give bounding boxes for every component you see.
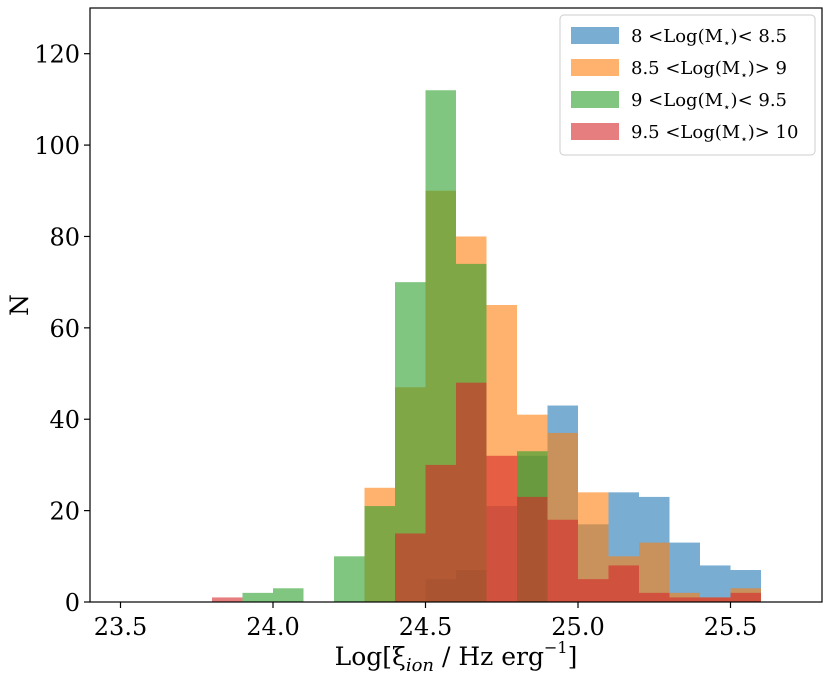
legend-label: 8.5 <Log(M⋆)> 9: [631, 58, 787, 82]
histogram-bar: [334, 556, 365, 602]
legend-item: 8.5 <Log(M⋆)> 9: [571, 58, 787, 82]
legend-swatch: [571, 123, 619, 140]
series-4-bars: [212, 382, 761, 602]
plot-frame: [89, 7, 823, 603]
legend-label: 9 <Log(M⋆)< 9.5: [631, 90, 787, 114]
legend-swatch: [571, 59, 619, 76]
histogram-bar: [700, 597, 731, 602]
histogram-bar: [608, 565, 639, 602]
legend-item: 8 <Log(M⋆)< 8.5: [571, 26, 787, 50]
y-tick-label: 100: [34, 132, 80, 160]
histogram-bar: [669, 542, 700, 602]
legend-swatch: [571, 27, 619, 44]
x-axis-label: Log[ξion / Hz erg−1]: [335, 638, 578, 676]
legend-item: 9 <Log(M⋆)< 9.5: [571, 90, 787, 114]
y-tick-label: 80: [49, 223, 80, 251]
histogram-bar: [395, 533, 426, 602]
y-axis-label: N: [5, 294, 34, 316]
histogram-bar: [242, 592, 273, 602]
x-tick-label: 24.0: [246, 613, 299, 641]
axis-ticks: 23.5 24.0 24.5 25.0 25.5 0 20 40 60 80 100 120: [34, 41, 757, 641]
histogram-bar: [273, 588, 304, 602]
legend-item: 9.5 <Log(M⋆)> 10: [571, 122, 798, 146]
legend-swatch: [571, 91, 619, 108]
y-tick-label: 20: [49, 498, 80, 526]
x-tick-label: 25.0: [551, 613, 604, 641]
legend-box: [559, 14, 816, 156]
histogram-bar: [486, 455, 517, 602]
histogram-bar: [669, 597, 700, 602]
histogram-bar: [425, 464, 456, 602]
y-tick-label: 40: [49, 406, 80, 434]
histogram-bar: [517, 496, 548, 602]
legend-label: 9.5 <Log(M⋆)> 10: [631, 122, 798, 146]
x-tick-label: 24.5: [399, 613, 452, 641]
histogram-bar: [456, 382, 487, 602]
y-tick-label: 60: [49, 315, 80, 343]
histogram-bar: [700, 565, 731, 602]
histogram-bar: [639, 592, 670, 602]
histogram-bar: [578, 579, 609, 602]
x-tick-label: 23.5: [94, 613, 147, 641]
y-tick-label: 0: [65, 589, 80, 617]
y-tick-label: 120: [34, 41, 80, 69]
histogram-bar: [730, 592, 761, 602]
histogram-bar: [364, 506, 395, 602]
histogram-bars: [212, 90, 761, 602]
histogram-bar: [212, 597, 243, 602]
x-tick-label: 25.5: [704, 613, 757, 641]
histogram-bar: [639, 542, 670, 602]
legend: 8 <Log(M⋆)< 8.5 8.5 <Log(M⋆)> 9 9 <Log(M⋆)…: [559, 14, 816, 156]
legend-label: 8 <Log(M⋆)< 8.5: [631, 26, 787, 50]
histogram-bar: [547, 519, 578, 602]
